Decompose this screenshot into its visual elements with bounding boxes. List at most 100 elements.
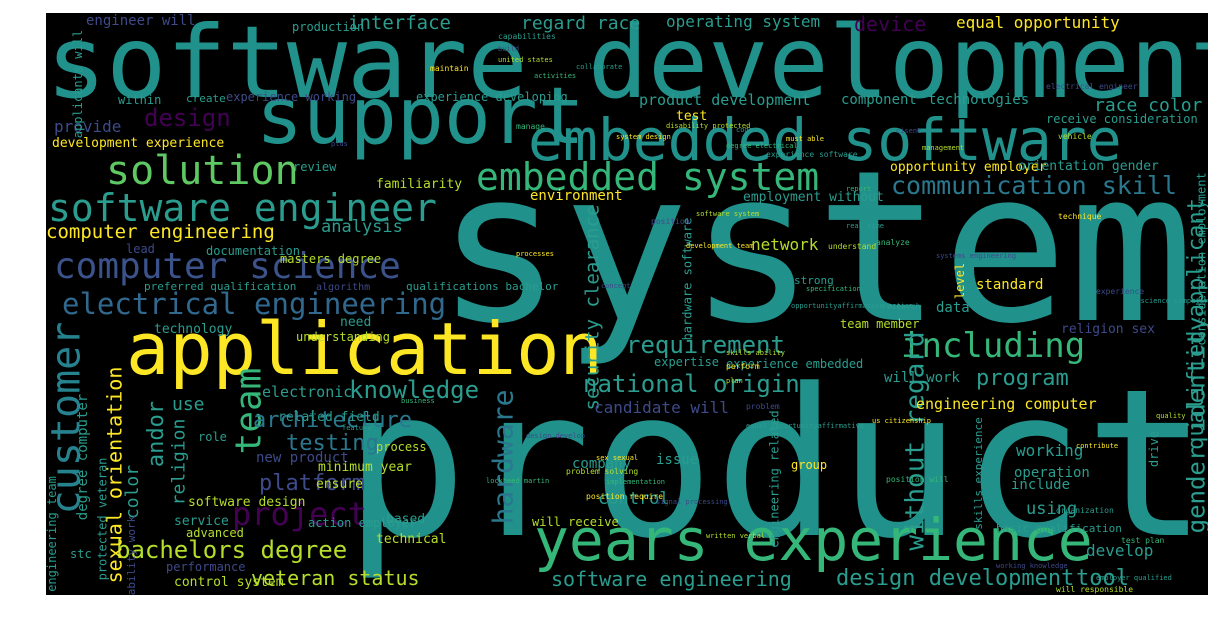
word-activities: activities: [534, 72, 577, 80]
word-equal-opportunityaffirmative: equal opportunityaffirmative: [746, 422, 865, 430]
word-data: data: [936, 300, 970, 316]
word-specification: specification: [806, 285, 861, 293]
word-technology: technology: [154, 322, 233, 337]
word-bachelors-degree: bachelors degree: [116, 536, 348, 564]
word-united-states: united states: [498, 56, 553, 64]
word-role: role: [198, 430, 227, 444]
word-within: within: [118, 93, 162, 107]
word-vehicle: vehicle: [1058, 132, 1092, 141]
word-application: application: [126, 307, 603, 391]
word-minimum-year: minimum year: [318, 460, 412, 475]
word-concept: concept: [601, 282, 631, 290]
word-provide: provide: [54, 117, 122, 136]
word-problem-solving: problem solving: [566, 467, 639, 476]
word-report: report: [846, 185, 872, 193]
word-collaborate: collaborate: [576, 63, 623, 71]
word-experience-software: experience software: [766, 150, 858, 159]
word-new-product: new product: [256, 450, 349, 466]
word-will-receive: will receive: [532, 515, 619, 529]
word-science-computer: science computer: [1140, 297, 1208, 305]
word-knowledge: knowledge: [349, 376, 480, 404]
word-working-knowledge: working knowledge: [996, 562, 1068, 570]
word-interface: interface: [348, 13, 451, 34]
word-sex-sexual: sex sexual: [596, 454, 639, 462]
word-problem: problem: [746, 402, 780, 411]
word-opportunityaffirmative-action: opportunityaffirmative action: [791, 302, 914, 310]
word-development-experience: development experience: [52, 136, 225, 151]
word-analyze: analyze: [876, 238, 910, 247]
word-ensure: ensure: [316, 477, 363, 492]
word-quality: quality: [1156, 412, 1186, 420]
word-systems-engineering: systems engineering: [936, 252, 1017, 260]
word-platform: platform: [259, 471, 365, 496]
word-electrical-engineer: electrical engineer: [1046, 82, 1138, 91]
word-signal-processing: signal processing: [656, 498, 728, 506]
word-will-work: will work: [884, 370, 960, 386]
word-regard-race: regard race: [521, 13, 641, 34]
word-strong: strong: [794, 274, 834, 287]
word-position-will: position will: [886, 475, 949, 484]
word-team-member: team member: [840, 317, 920, 331]
word-veteran-status: veteran status: [251, 566, 420, 590]
word-lead: lead: [126, 242, 155, 256]
word-research: research: [882, 302, 921, 311]
word-experience: experience: [1096, 287, 1145, 296]
word-tool: tool: [1076, 566, 1129, 591]
word-computer-engineering: computer engineering: [46, 221, 275, 243]
word-opportunity-employer: opportunity employer: [890, 160, 1047, 175]
word-management: management: [922, 144, 965, 152]
word-related-field: related field: [278, 410, 380, 425]
word-candidate-will: candidate will: [594, 398, 729, 417]
word-andor: andor: [144, 400, 170, 468]
word-masters-degree: masters degree: [280, 252, 382, 266]
word-using: using: [1026, 499, 1078, 519]
word-based: based: [386, 512, 426, 527]
word-years-experience: years experience: [534, 506, 1093, 574]
word-cisent: cisent: [896, 127, 922, 135]
word-engineering-related: engineering related: [767, 410, 782, 548]
word-process: process: [376, 440, 427, 454]
word-create: create: [186, 92, 226, 105]
word-software-design: software design: [188, 495, 306, 510]
word-position-require: position require: [586, 492, 664, 501]
word-include: include: [1011, 477, 1071, 493]
word-skills-experience: skills experience: [971, 417, 985, 530]
word-test: test: [676, 109, 708, 124]
word-applicants-will: applicants will: [71, 29, 86, 139]
word-degree-computer: degree computer: [75, 393, 92, 521]
word-standard: standard: [976, 277, 1044, 293]
word-project: project: [232, 495, 367, 533]
word-system: system: [436, 125, 1195, 370]
word-qualifications-bachelor: qualifications bachelor: [406, 280, 559, 293]
word-without-regard: without regard: [900, 331, 931, 551]
word-support: support: [256, 72, 585, 162]
word-company: company: [572, 456, 632, 472]
word-lockheed-martin: lockheed martin: [486, 477, 550, 485]
word-review: review: [293, 160, 337, 174]
word-action-employer: action employer: [308, 516, 417, 530]
word-preferred-qualification: preferred qualification: [144, 280, 297, 293]
word-consideration-employment: consideration employment: [1194, 172, 1208, 346]
word-national-origin: national origin: [583, 370, 800, 398]
word-analysis: analysis: [321, 217, 403, 237]
word-requirement: requirement: [626, 331, 785, 359]
word-architecture: architecture: [253, 408, 412, 433]
word-understanding: understanding: [296, 330, 390, 344]
word-working: working: [1016, 441, 1084, 460]
word-security-clearance: security clearance: [581, 204, 604, 411]
word-development-team: development team: [686, 242, 754, 250]
word-maintain: maintain: [430, 64, 469, 73]
word-design-develop: design develop: [526, 432, 586, 440]
word-program: program: [976, 366, 1069, 391]
word-basic-qualification: basic qualification: [996, 522, 1122, 535]
word-us-citizenship: us citizenship: [872, 417, 932, 425]
word-hardware-software: hardware software: [680, 217, 695, 341]
word-system-design: system design: [616, 133, 671, 141]
word-communication-skill: communication skill: [891, 171, 1177, 200]
word-contribute: contribute: [1076, 442, 1119, 450]
word-employment-without: employment without: [743, 190, 884, 205]
word-must-able: must able: [786, 135, 824, 143]
word-testing: testing: [286, 431, 379, 456]
word-familiarity: familiarity: [376, 177, 463, 192]
word-color: color: [122, 464, 144, 520]
